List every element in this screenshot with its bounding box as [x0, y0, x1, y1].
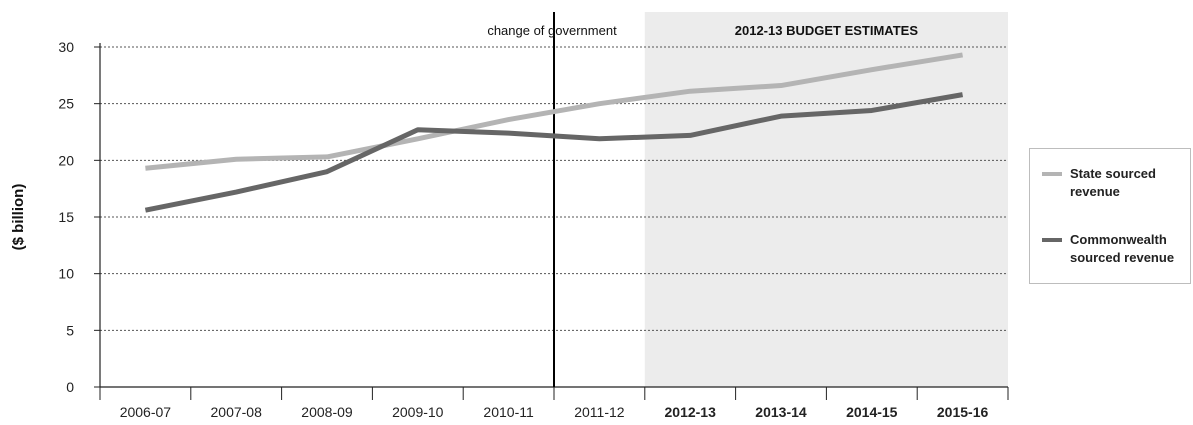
y-tick-label-15: 15	[58, 209, 74, 225]
chart-legend: State sourced revenue Commonwealth sourc…	[1029, 148, 1191, 284]
y-tick-label-30: 30	[58, 39, 74, 55]
legend-item-state: State sourced revenue	[1042, 165, 1180, 201]
legend-label-state: State sourced revenue	[1070, 165, 1180, 201]
change-of-government-label: change of government	[487, 23, 617, 38]
x-tick-label-2013-14: 2013-14	[755, 404, 807, 420]
y-tick-label-10: 10	[58, 266, 74, 282]
x-tick-label-2010-11: 2010-11	[483, 404, 534, 420]
legend-swatch-state	[1042, 172, 1062, 176]
legend-label-commonwealth: Commonwealth sourced revenue	[1070, 231, 1180, 267]
legend-swatch-commonwealth	[1042, 238, 1062, 242]
series-line-state	[145, 52, 964, 171]
x-tick-label-2008-09: 2008-09	[301, 404, 353, 420]
legend-item-commonwealth: Commonwealth sourced revenue	[1042, 231, 1180, 267]
x-tick-label-2006-07: 2006-07	[120, 404, 172, 420]
budget-estimates-label: 2012-13 BUDGET ESTIMATES	[735, 23, 919, 38]
legend-label-state-line1: State sourced	[1070, 166, 1156, 181]
y-tick-label-5: 5	[66, 322, 74, 338]
x-tick-label-2015-16: 2015-16	[937, 404, 989, 420]
x-tick-label-2009-10: 2009-10	[392, 404, 444, 420]
legend-label-state-line2: revenue	[1070, 184, 1120, 199]
x-tick-label-2007-08: 2007-08	[211, 404, 263, 420]
legend-label-commonwealth-line1: Commonwealth	[1070, 232, 1167, 247]
series-line-commonwealth	[144, 92, 964, 213]
x-tick-label-2012-13: 2012-13	[665, 404, 717, 420]
y-tick-label-20: 20	[58, 152, 74, 168]
x-tick-label-2011-12: 2011-12	[574, 404, 625, 420]
estimates-shaded-region	[644, 12, 1008, 387]
x-tick-label-2014-15: 2014-15	[846, 404, 898, 420]
legend-label-commonwealth-line2: sourced revenue	[1070, 250, 1175, 265]
y-tick-label-25: 25	[58, 96, 74, 112]
y-axis-label: ($ billion)	[10, 184, 27, 251]
y-tick-label-0: 0	[66, 379, 74, 395]
